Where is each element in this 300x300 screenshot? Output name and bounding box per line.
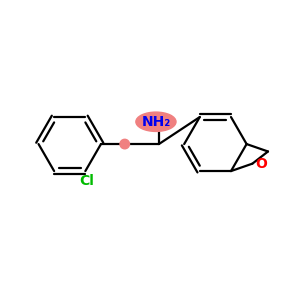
- Text: Cl: Cl: [80, 175, 94, 188]
- Ellipse shape: [136, 112, 176, 131]
- Circle shape: [120, 139, 130, 149]
- Text: O: O: [255, 157, 267, 171]
- Text: NH₂: NH₂: [141, 115, 171, 129]
